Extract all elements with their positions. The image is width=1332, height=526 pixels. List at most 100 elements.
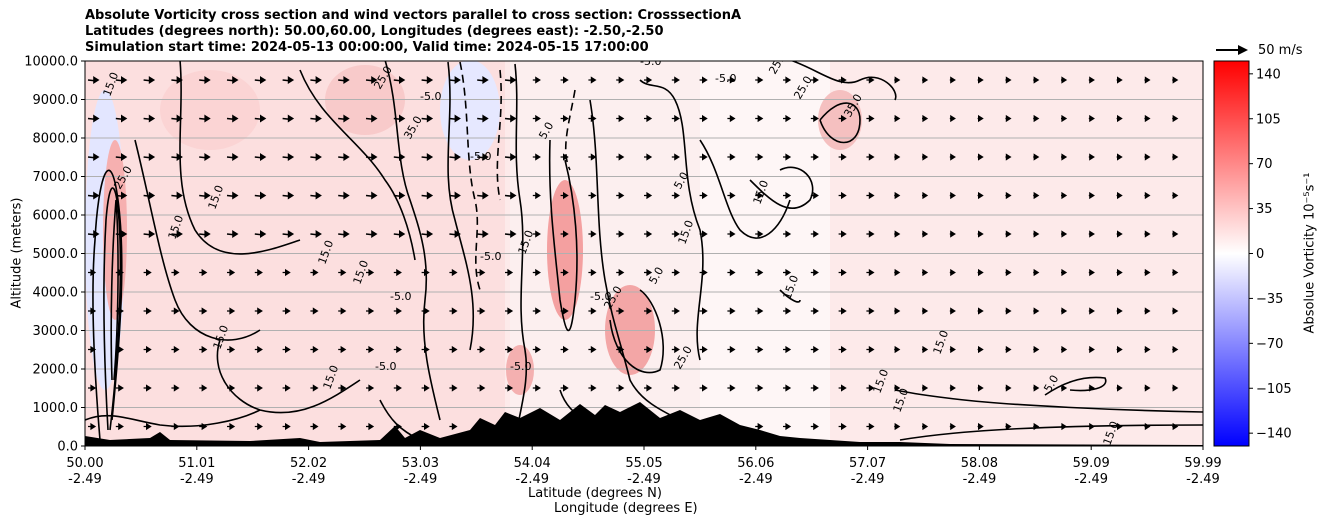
wind-vector <box>504 153 517 161</box>
wind-vector <box>421 114 434 123</box>
wind-vector <box>1144 422 1151 431</box>
wind-vector <box>838 153 847 161</box>
wind-vector <box>227 268 236 277</box>
colorbar-tick-label: −70 <box>1256 337 1283 352</box>
wind-vector <box>282 230 295 238</box>
x-tick-label-lon: -2.49 <box>1186 472 1220 487</box>
wind-vector <box>449 230 461 238</box>
contour-label: -5.0 <box>590 290 611 303</box>
wind-vector <box>894 422 901 431</box>
y-tick-label: 0.0 <box>57 440 78 455</box>
colorbar-tick-label: 70 <box>1256 157 1273 172</box>
wind-vector <box>1061 76 1068 84</box>
wind-vector <box>1005 191 1012 200</box>
wind-vector <box>1144 191 1151 200</box>
wind-vector <box>254 384 263 392</box>
wind-vector <box>1088 230 1095 238</box>
wind-vector <box>671 422 680 431</box>
wind-vector <box>727 307 736 315</box>
wind-vector <box>1116 384 1123 392</box>
wind-vector <box>1172 307 1179 315</box>
wind-vector <box>199 268 208 277</box>
wind-vector <box>393 307 402 315</box>
wind-vector <box>755 307 764 315</box>
wind-vector <box>477 422 486 431</box>
wind-vector <box>282 76 295 84</box>
wind-vector <box>1005 384 1012 392</box>
wind-vector <box>977 153 984 161</box>
wind-vector <box>1116 268 1123 277</box>
wind-vector <box>143 76 156 84</box>
wind-vector <box>1088 76 1095 84</box>
wind-vector <box>1088 191 1095 200</box>
contour-label: -5.0 <box>470 150 491 163</box>
wind-vector <box>1088 307 1095 315</box>
wind-vector <box>477 230 489 238</box>
wind-vector <box>1144 153 1151 161</box>
wind-vector <box>1144 76 1151 84</box>
wind-vector <box>227 345 236 354</box>
wind-vector <box>171 153 183 161</box>
wind-vector <box>727 191 736 200</box>
wind-vector <box>282 153 295 161</box>
wind-vector <box>783 230 792 238</box>
wind-vector <box>949 307 956 315</box>
wind-vector <box>254 230 267 238</box>
wind-vector <box>616 345 625 354</box>
contour-label: -5.0 <box>375 360 396 373</box>
wind-vector <box>338 345 347 354</box>
contour-label: -5.0 <box>510 360 531 373</box>
wind-vector <box>449 191 461 200</box>
wind-vector <box>477 76 489 84</box>
wind-vector <box>393 191 406 200</box>
wind-vector <box>1061 345 1068 354</box>
wind-vector <box>505 307 514 315</box>
wind-vector <box>171 76 183 84</box>
wind-vector <box>1172 384 1179 392</box>
wind-vector <box>254 153 267 161</box>
terrain-silhouette <box>85 402 1203 446</box>
wind-vector <box>532 307 541 315</box>
wind-vector <box>1061 268 1068 277</box>
x-tick-label-lat: 56.06 <box>737 456 774 471</box>
wind-vector <box>699 76 708 84</box>
wind-vector <box>505 422 514 431</box>
wind-vector <box>1005 230 1012 238</box>
x-tick-label-lon: -2.49 <box>515 472 549 487</box>
wind-vector <box>949 384 956 392</box>
wind-vector <box>115 153 128 161</box>
x-tick-label-lat: 58.08 <box>961 456 998 471</box>
wind-vector <box>421 345 430 354</box>
x-tick-label-lat: 50.00 <box>66 456 103 471</box>
wind-vector <box>810 76 819 84</box>
wind-vector <box>560 191 569 200</box>
wind-vector <box>115 307 124 315</box>
wind-vector <box>616 153 625 161</box>
wind-vector <box>1033 230 1040 238</box>
wind-vector <box>1144 268 1151 277</box>
wind-vector <box>143 114 156 123</box>
wind-vector <box>1061 153 1068 161</box>
wind-vector <box>254 76 267 84</box>
wind-vector <box>810 384 819 392</box>
wind-vector <box>143 268 152 277</box>
wind-vector <box>1005 307 1012 315</box>
wind-vector <box>783 191 792 200</box>
wind-vector <box>254 307 263 315</box>
wind-vector <box>894 230 901 238</box>
wind-vector <box>922 76 929 84</box>
wind-vector <box>393 230 406 238</box>
wind-vector <box>560 114 569 123</box>
wind-vector <box>1033 191 1040 200</box>
wind-vector <box>949 191 956 200</box>
wind-vector <box>310 268 319 277</box>
wind-vector <box>783 345 792 354</box>
wind-vector <box>949 345 956 354</box>
wind-vector <box>226 114 239 123</box>
wind-vector <box>588 268 597 277</box>
wind-vector <box>310 114 322 123</box>
wind-vector <box>366 307 375 315</box>
wind-vector <box>560 230 569 238</box>
wind-vector <box>1033 422 1040 431</box>
wind-vector <box>783 268 792 277</box>
